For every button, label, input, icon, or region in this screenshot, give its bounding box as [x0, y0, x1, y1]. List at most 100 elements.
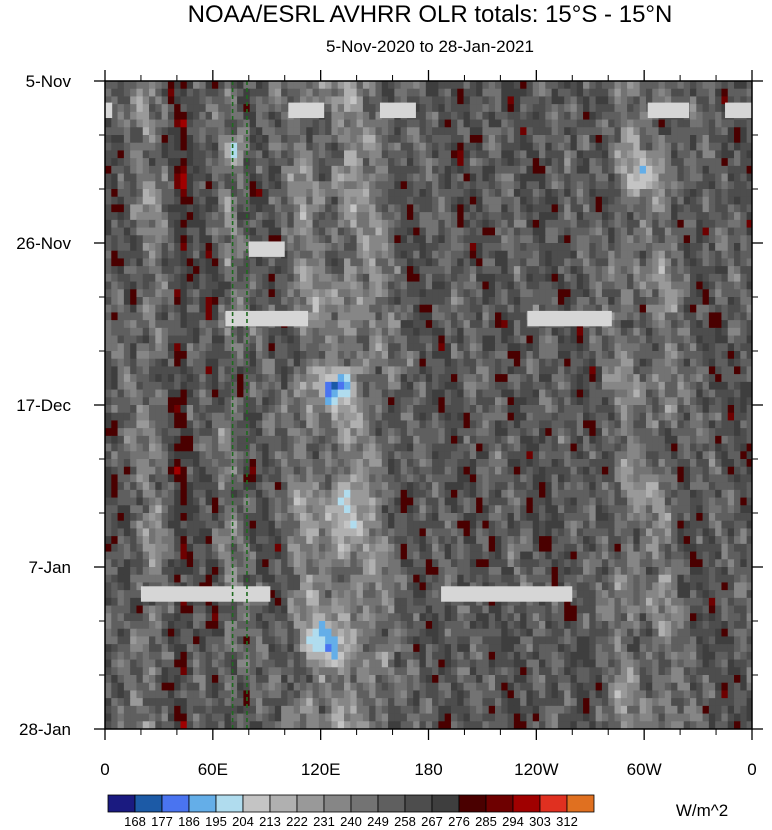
olr-cell: [513, 366, 521, 375]
olr-cell: [406, 351, 414, 360]
olr-cell: [362, 320, 370, 329]
olr-cell: [438, 405, 446, 414]
olr-cell: [344, 374, 351, 383]
olr-cell: [677, 173, 685, 182]
olr-cell: [142, 451, 150, 460]
olr-cell: [400, 289, 408, 298]
olr-cell: [331, 281, 339, 290]
olr-cell: [450, 158, 458, 167]
olr-cell: [457, 266, 465, 275]
olr-cell: [262, 88, 270, 98]
olr-cell: [639, 96, 647, 105]
olr-cell: [344, 358, 351, 368]
olr-cell: [557, 304, 565, 314]
olr-cell: [136, 312, 144, 321]
olr-cell: [249, 142, 257, 152]
olr-cell: [180, 119, 188, 128]
olr-cell: [312, 351, 320, 360]
olr-cell: [576, 343, 584, 352]
olr-cell: [142, 351, 150, 360]
olr-cell: [218, 281, 226, 290]
olr-cell: [155, 227, 163, 236]
olr-cell: [532, 111, 540, 121]
olr-cell: [161, 381, 169, 391]
olr-cell: [432, 281, 439, 290]
olr-cell: [356, 243, 364, 252]
olr-cell: [545, 351, 553, 360]
olr-cell: [381, 420, 389, 429]
olr-cell: [224, 219, 232, 229]
olr-cell: [381, 250, 389, 260]
olr-cell: [211, 173, 219, 182]
olr-cell: [488, 150, 496, 159]
olr-cell: [495, 351, 502, 360]
olr-cell: [658, 96, 666, 105]
olr-cell: [620, 289, 628, 298]
olr-cell: [564, 243, 572, 252]
olr-cell: [507, 173, 515, 182]
olr-cell: [601, 127, 609, 136]
olr-cell: [557, 158, 565, 167]
olr-cell: [362, 250, 370, 260]
olr-cell: [539, 212, 546, 221]
olr-cell: [237, 96, 244, 105]
olr-cell: [268, 389, 276, 398]
olr-cell: [715, 435, 723, 445]
olr-cell: [174, 258, 182, 267]
olr-cell: [136, 266, 144, 275]
olr-cell: [476, 358, 484, 368]
olr-cell: [539, 273, 546, 283]
olr-cell: [595, 289, 603, 298]
olr-cell: [425, 158, 433, 167]
olr-cell: [274, 81, 282, 90]
olr-cell: [350, 81, 358, 90]
olr-cell: [419, 304, 427, 314]
olr-cell: [394, 304, 402, 314]
olr-cell: [495, 420, 502, 429]
olr-cell: [444, 289, 452, 298]
olr-cell: [740, 320, 748, 329]
olr-cell: [608, 366, 616, 375]
olr-cell: [149, 327, 156, 337]
olr-cell: [513, 150, 521, 159]
olr-cell: [111, 243, 119, 252]
olr-cell: [268, 266, 276, 275]
olr-cell: [501, 135, 509, 144]
olr-cell: [564, 327, 572, 337]
olr-cell: [318, 135, 326, 144]
olr-cell: [444, 297, 452, 306]
olr-cell: [570, 405, 578, 414]
olr-cell: [337, 266, 345, 275]
olr-cell: [645, 443, 653, 452]
olr-cell: [627, 189, 634, 198]
olr-cell: [721, 358, 729, 368]
olr-cell: [652, 304, 660, 314]
olr-cell: [318, 266, 326, 275]
olr-cell: [432, 374, 439, 383]
olr-cell: [620, 389, 628, 398]
olr-cell: [356, 366, 364, 375]
olr-cell: [620, 381, 628, 391]
olr-cell: [507, 381, 515, 391]
olr-cell: [696, 219, 704, 229]
olr-cell: [318, 405, 326, 414]
olr-cell: [155, 104, 163, 113]
olr-cell: [721, 405, 729, 414]
olr-cell: [671, 381, 679, 391]
olr-cell: [306, 358, 314, 368]
olr-cell: [255, 173, 263, 182]
olr-cell: [488, 327, 496, 337]
olr-cell: [413, 88, 421, 98]
olr-cell: [557, 258, 565, 267]
olr-cell: [734, 304, 741, 314]
olr-cell: [620, 374, 628, 383]
olr-cell: [218, 204, 226, 213]
olr-cell: [193, 88, 200, 98]
olr-cell: [595, 227, 603, 236]
olr-cell: [444, 412, 452, 422]
olr-cell: [318, 227, 326, 236]
olr-cell: [274, 358, 282, 368]
olr-cell: [450, 312, 458, 321]
olr-cell: [507, 81, 515, 90]
olr-cell: [413, 343, 421, 352]
